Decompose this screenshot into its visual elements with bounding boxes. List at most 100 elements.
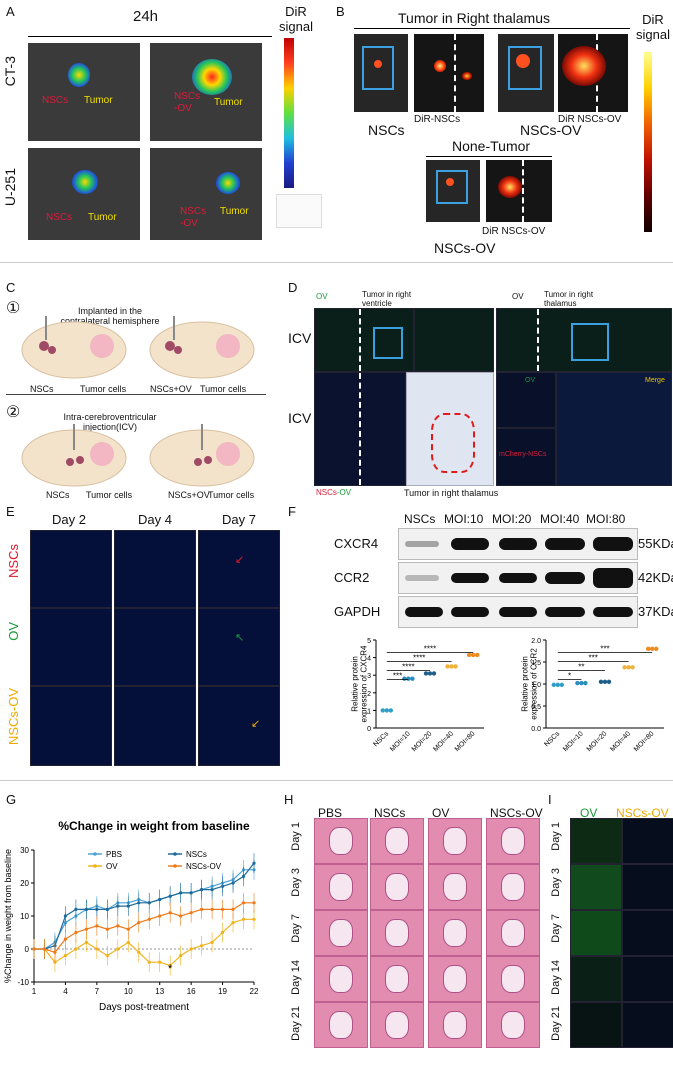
he-stain-image bbox=[314, 910, 368, 956]
data-point bbox=[179, 914, 183, 918]
panel-b-caption-1: NSCs bbox=[368, 122, 405, 138]
dir-signal-blob bbox=[216, 172, 240, 194]
ventricle-shape bbox=[329, 873, 353, 901]
midline bbox=[359, 373, 361, 485]
label-tumor: Tumor bbox=[220, 206, 249, 217]
data-point bbox=[158, 897, 162, 902]
panel-label-e: E bbox=[6, 504, 15, 519]
midline bbox=[537, 309, 539, 371]
legend-label: NSCs-OV bbox=[186, 862, 222, 871]
fluorescence-image bbox=[570, 910, 622, 956]
he-stain-image bbox=[486, 910, 540, 956]
d-ov-channel: OV bbox=[496, 372, 556, 428]
e-img-nscsov-d4 bbox=[114, 686, 196, 766]
y-tick-label: 1.5 bbox=[531, 660, 541, 667]
y-tick-label: 0.5 bbox=[531, 704, 541, 711]
ventricle-shape bbox=[443, 873, 467, 901]
ventricle-shape bbox=[443, 965, 467, 993]
blot-band bbox=[405, 607, 443, 617]
data-point bbox=[42, 947, 47, 951]
panel-label-d: D bbox=[288, 280, 298, 295]
data-point bbox=[53, 950, 57, 954]
c-label-nscs: NSCs bbox=[30, 384, 54, 394]
data-point bbox=[63, 954, 68, 958]
midline bbox=[522, 160, 524, 222]
e-img-nscs-d4 bbox=[114, 530, 196, 608]
significance-label: *** bbox=[393, 672, 402, 681]
legend-label: NSCs bbox=[186, 850, 207, 859]
blot-band bbox=[545, 572, 585, 584]
he-stain-image bbox=[428, 1002, 482, 1048]
d-ov-channel-label: OV bbox=[525, 377, 536, 384]
data-point bbox=[105, 954, 109, 958]
c-label-nscs-ov: NSCs+OV bbox=[150, 384, 192, 394]
y-tick-label: 1.0 bbox=[531, 682, 541, 689]
d-nscs-ov-label: NSCs-OV bbox=[316, 488, 351, 497]
he-stain-image bbox=[370, 864, 424, 910]
label-nscs: NSCs bbox=[42, 95, 69, 106]
data-point bbox=[231, 907, 235, 911]
data-point bbox=[63, 937, 68, 941]
x-tick-label: MOI=10 bbox=[562, 730, 585, 753]
midline bbox=[359, 309, 361, 371]
data-point bbox=[74, 947, 78, 951]
ventricle-shape bbox=[329, 827, 353, 855]
he-stain-image bbox=[428, 956, 482, 1002]
i-col-label: OV bbox=[580, 806, 598, 820]
i-row-label: Day 7 bbox=[550, 914, 562, 943]
signal-spot bbox=[516, 54, 530, 68]
i-row-label: Day 14 bbox=[550, 960, 562, 995]
signal-spot bbox=[434, 60, 446, 72]
d-merge-label: Merge bbox=[645, 377, 665, 384]
ivis-u251-nscs: NSCs Tumor bbox=[28, 148, 140, 240]
data-point bbox=[241, 874, 246, 878]
f-lane-moi10: MOI:10 bbox=[444, 512, 484, 526]
data-point bbox=[220, 907, 225, 911]
d-ov-label: OV bbox=[512, 292, 524, 301]
data-point bbox=[252, 901, 256, 905]
panel-label-i: I bbox=[548, 792, 552, 807]
significance-label: *** bbox=[600, 645, 609, 654]
he-stain-image bbox=[370, 1002, 424, 1048]
f-kda-gapdh: 37KDa bbox=[638, 604, 673, 619]
e-img-nscsov-d2 bbox=[30, 686, 112, 766]
series-line bbox=[34, 869, 254, 950]
he-stain-image bbox=[370, 910, 424, 956]
legend-marker bbox=[93, 852, 97, 856]
data-point bbox=[147, 901, 151, 905]
f-protein-gapdh: GAPDH bbox=[334, 604, 381, 619]
data-point bbox=[105, 927, 109, 931]
he-stain-image bbox=[370, 956, 424, 1002]
data-point bbox=[210, 888, 214, 892]
he-stain-image bbox=[314, 1002, 368, 1048]
blot-band bbox=[451, 573, 489, 583]
panel-label-g: G bbox=[6, 792, 17, 807]
panel-label-c: C bbox=[6, 280, 16, 295]
chart-title: %Change in weight from baseline bbox=[58, 819, 250, 833]
brain-diagrams-step1 bbox=[21, 316, 255, 379]
data-point bbox=[210, 940, 214, 944]
blot-ccr2 bbox=[398, 562, 638, 594]
fluorescence-image bbox=[570, 864, 622, 910]
data-point bbox=[168, 894, 172, 898]
data-point bbox=[95, 924, 99, 928]
f-protein-ccr2: CCR2 bbox=[334, 570, 370, 585]
panel-b-nontumor-brain bbox=[426, 160, 480, 222]
data-point bbox=[74, 930, 78, 935]
h-row-label: Day 14 bbox=[290, 960, 302, 995]
data-point bbox=[137, 921, 141, 925]
separator bbox=[0, 780, 673, 781]
panel-label-b: B bbox=[336, 4, 345, 19]
data-point bbox=[231, 921, 235, 925]
panel-a-time: 24h bbox=[133, 8, 159, 25]
separator bbox=[0, 262, 673, 263]
blot-band bbox=[593, 607, 633, 617]
step-2-marker: ② bbox=[6, 404, 21, 421]
data-point bbox=[126, 940, 130, 944]
h-col-label: PBS bbox=[318, 806, 343, 820]
c-label-nscs-ov: NSCs+OV bbox=[168, 490, 210, 500]
step-1-text: Implanted in the contralateral hemispher… bbox=[60, 306, 160, 326]
data-point bbox=[241, 917, 246, 921]
d-mcherry-label: mCherry-NSCs bbox=[499, 451, 547, 458]
x-tick-label: MOI=80 bbox=[633, 730, 656, 753]
